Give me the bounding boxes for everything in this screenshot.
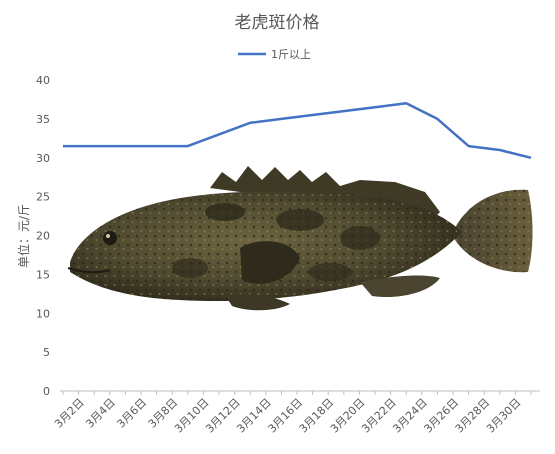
y-axis-ticks: 0 5 10 15 20 25 30 35 40	[36, 74, 50, 398]
legend: 1斤以上	[238, 48, 311, 61]
x-tick-label: 3月4日	[83, 396, 118, 431]
y-tick-label: 0	[43, 385, 50, 398]
y-tick-label: 35	[36, 113, 50, 126]
y-tick-label: 10	[36, 307, 50, 320]
x-axis: 3月2日3月4日3月6日3月8日3月10日3月12日3月14日3月16日3月18…	[52, 390, 540, 436]
series-line-0	[63, 102, 532, 160]
y-tick-label: 20	[36, 230, 50, 243]
x-tick-label: 3月30日	[484, 396, 524, 436]
legend-label: 1斤以上	[271, 48, 311, 61]
y-axis-label: 单位：元/斤	[16, 204, 31, 268]
y-tick-label: 15	[36, 268, 50, 281]
chart-title: 老虎斑价格	[235, 13, 320, 33]
y-tick-label: 25	[36, 191, 50, 204]
y-tick-label: 30	[36, 152, 50, 165]
x-tick-label: 3月6日	[114, 396, 149, 431]
x-tick-label: 3月2日	[52, 396, 87, 431]
grouper-fish-photo	[67, 166, 533, 311]
y-tick-label: 5	[43, 346, 50, 359]
series-layer	[63, 102, 532, 160]
y-tick-label: 40	[36, 74, 50, 87]
